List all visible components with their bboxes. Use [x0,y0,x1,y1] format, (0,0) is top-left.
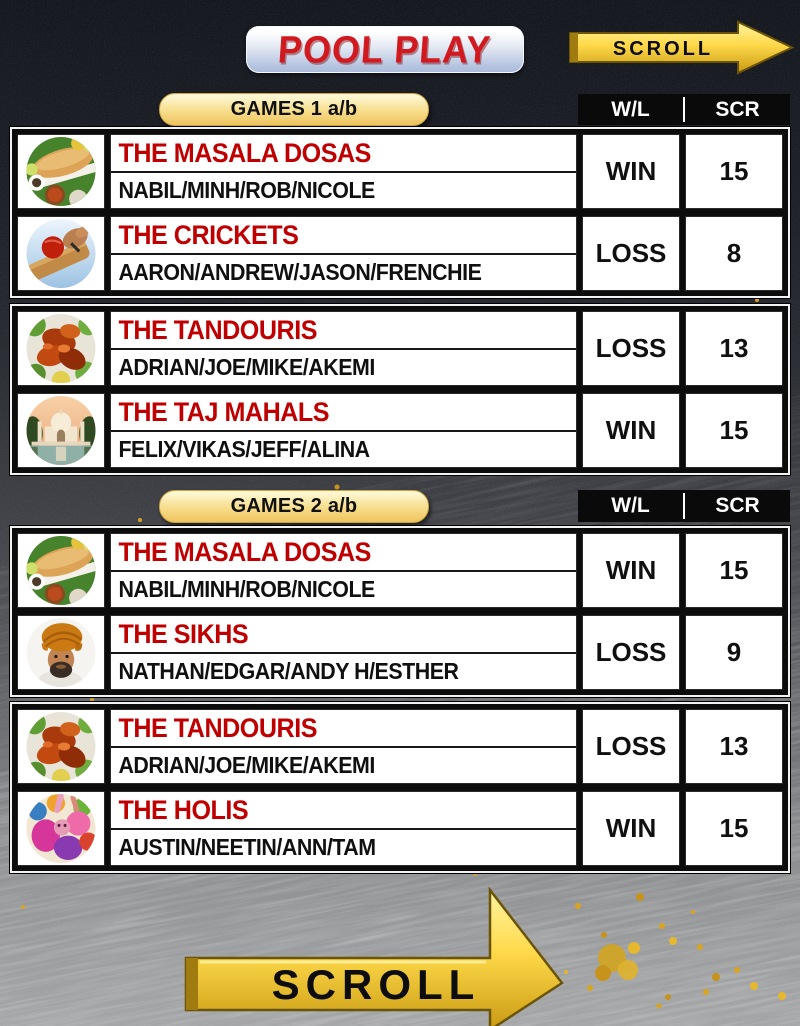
team-name-cell: THE SIKHS NATHAN/EDGAR/ANDY H/ESTHER [110,615,577,690]
team-name: THE MASALA DOSAS [118,137,371,168]
scroll-arrow-top[interactable]: SCROLL [566,14,798,82]
score-cell: 13 [685,311,783,386]
result-cell: WIN [582,393,680,468]
team-row: THE MASALA DOSAS NABIL/MINH/ROB/NICOLE W… [17,533,783,608]
score-cell: 8 [685,216,783,291]
wl-column-header: W/L [611,97,650,121]
column-headers-2: W/L SCR [578,490,790,522]
score-cell: 15 [685,393,783,468]
match-group: THE TANDOURIS ADRIAN/JOE/MIKE/AKEMI LOSS… [10,702,790,873]
team-name: THE SIKHS [118,618,249,649]
players-names: FELIX/VIKAS/JEFF/ALINA [118,436,370,462]
games-1-header-pill: GAMES 1 a/b [159,93,429,126]
scroll-arrow-bottom[interactable]: SCROLL [178,884,578,1026]
team-photo-cell [17,393,105,468]
result-cell: LOSS [582,311,680,386]
result-cell: WIN [582,533,680,608]
taj-mahal-icon [23,395,99,466]
name-divider-line [111,828,576,830]
team-name: THE TAJ MAHALS [118,396,330,427]
team-row: THE TAJ MAHALS FELIX/VIKAS/JEFF/ALINA WI… [17,393,783,468]
team-photo-cell [17,791,105,866]
scr-column-header: SCR [715,494,760,517]
result-cell: LOSS [582,709,680,784]
team-name-cell: THE TAJ MAHALS FELIX/VIKAS/JEFF/ALINA [110,393,577,468]
players-names: NABIL/MINH/ROB/NICOLE [118,177,375,203]
name-divider-line [111,430,576,432]
scroll-top-label: SCROLL [613,38,713,60]
players-names: NABIL/MINH/ROB/NICOLE [118,576,375,602]
team-name-cell: THE TANDOURIS ADRIAN/JOE/MIKE/AKEMI [110,311,577,386]
players-names: AUSTIN/NEETIN/ANN/TAM [118,834,376,860]
team-name-cell: THE CRICKETS AARON/ANDREW/JASON/FRENCHIE [110,216,577,291]
masala-dosa-icon [23,535,99,606]
wl-column-header: W/L [611,494,650,517]
team-name-cell: THE MASALA DOSAS NABIL/MINH/ROB/NICOLE [110,134,577,209]
score-cell: 9 [685,615,783,690]
tandoori-chicken-icon [23,711,99,782]
team-photo-cell [17,615,105,690]
name-divider-line [111,652,576,654]
team-photo-cell [17,216,105,291]
scr-column-header: SCR [715,97,760,121]
team-photo-cell [17,533,105,608]
column-headers-1: W/L SCR [578,94,790,125]
result-cell: WIN [582,134,680,209]
name-divider-line [111,348,576,350]
games-2-header-pill: GAMES 2 a/b [159,490,429,523]
result-cell: WIN [582,791,680,866]
result-cell: LOSS [582,615,680,690]
score-cell: 13 [685,709,783,784]
team-name: THE TANDOURIS [118,712,317,743]
score-cell: 15 [685,791,783,866]
result-cell: LOSS [582,216,680,291]
holi-celebration-icon [23,793,99,864]
players-names: ADRIAN/JOE/MIKE/AKEMI [118,354,375,380]
scroll-bottom-label: SCROLL [272,961,481,1008]
team-row: THE CRICKETS AARON/ANDREW/JASON/FRENCHIE… [17,216,783,291]
pool-play-banner: POOL PLAY [246,26,524,73]
team-photo-cell [17,709,105,784]
team-row: THE TANDOURIS ADRIAN/JOE/MIKE/AKEMI LOSS… [17,709,783,784]
column-header-divider [683,493,685,519]
match-group: THE MASALA DOSAS NABIL/MINH/ROB/NICOLE W… [10,127,790,298]
players-names: NATHAN/EDGAR/ANDY H/ESTHER [118,658,459,684]
name-divider-line [111,171,576,173]
cricket-ball-bat-icon [23,218,99,289]
score-cell: 15 [685,134,783,209]
team-name: THE HOLIS [118,794,249,825]
masala-dosa-icon [23,136,99,207]
team-name: THE CRICKETS [118,219,299,250]
team-row: THE SIKHS NATHAN/EDGAR/ANDY H/ESTHER LOS… [17,615,783,690]
team-name-cell: THE HOLIS AUSTIN/NEETIN/ANN/TAM [110,791,577,866]
games-2-header-label: GAMES 2 a/b [230,495,358,517]
column-header-divider [683,97,685,122]
players-names: AARON/ANDREW/JASON/FRENCHIE [118,259,482,285]
score-cell: 15 [685,533,783,608]
team-photo-cell [17,311,105,386]
team-name: THE TANDOURIS [118,314,317,345]
match-group: THE TANDOURIS ADRIAN/JOE/MIKE/AKEMI LOSS… [10,304,790,475]
team-row: THE HOLIS AUSTIN/NEETIN/ANN/TAM WIN 15 [17,791,783,866]
team-name: THE MASALA DOSAS [118,536,371,567]
players-names: ADRIAN/JOE/MIKE/AKEMI [118,752,375,778]
name-divider-line [111,253,576,255]
match-group: THE MASALA DOSAS NABIL/MINH/ROB/NICOLE W… [10,526,790,697]
tandoori-chicken-icon [23,313,99,384]
team-name-cell: THE TANDOURIS ADRIAN/JOE/MIKE/AKEMI [110,709,577,784]
team-name-cell: THE MASALA DOSAS NABIL/MINH/ROB/NICOLE [110,533,577,608]
page-title: POOL PLAY [276,27,494,71]
name-divider-line [111,570,576,572]
games-1-header-label: GAMES 1 a/b [230,98,358,120]
team-photo-cell [17,134,105,209]
sikh-turban-icon [23,617,99,688]
team-row: THE TANDOURIS ADRIAN/JOE/MIKE/AKEMI LOSS… [17,311,783,386]
name-divider-line [111,746,576,748]
team-row: THE MASALA DOSAS NABIL/MINH/ROB/NICOLE W… [17,134,783,209]
